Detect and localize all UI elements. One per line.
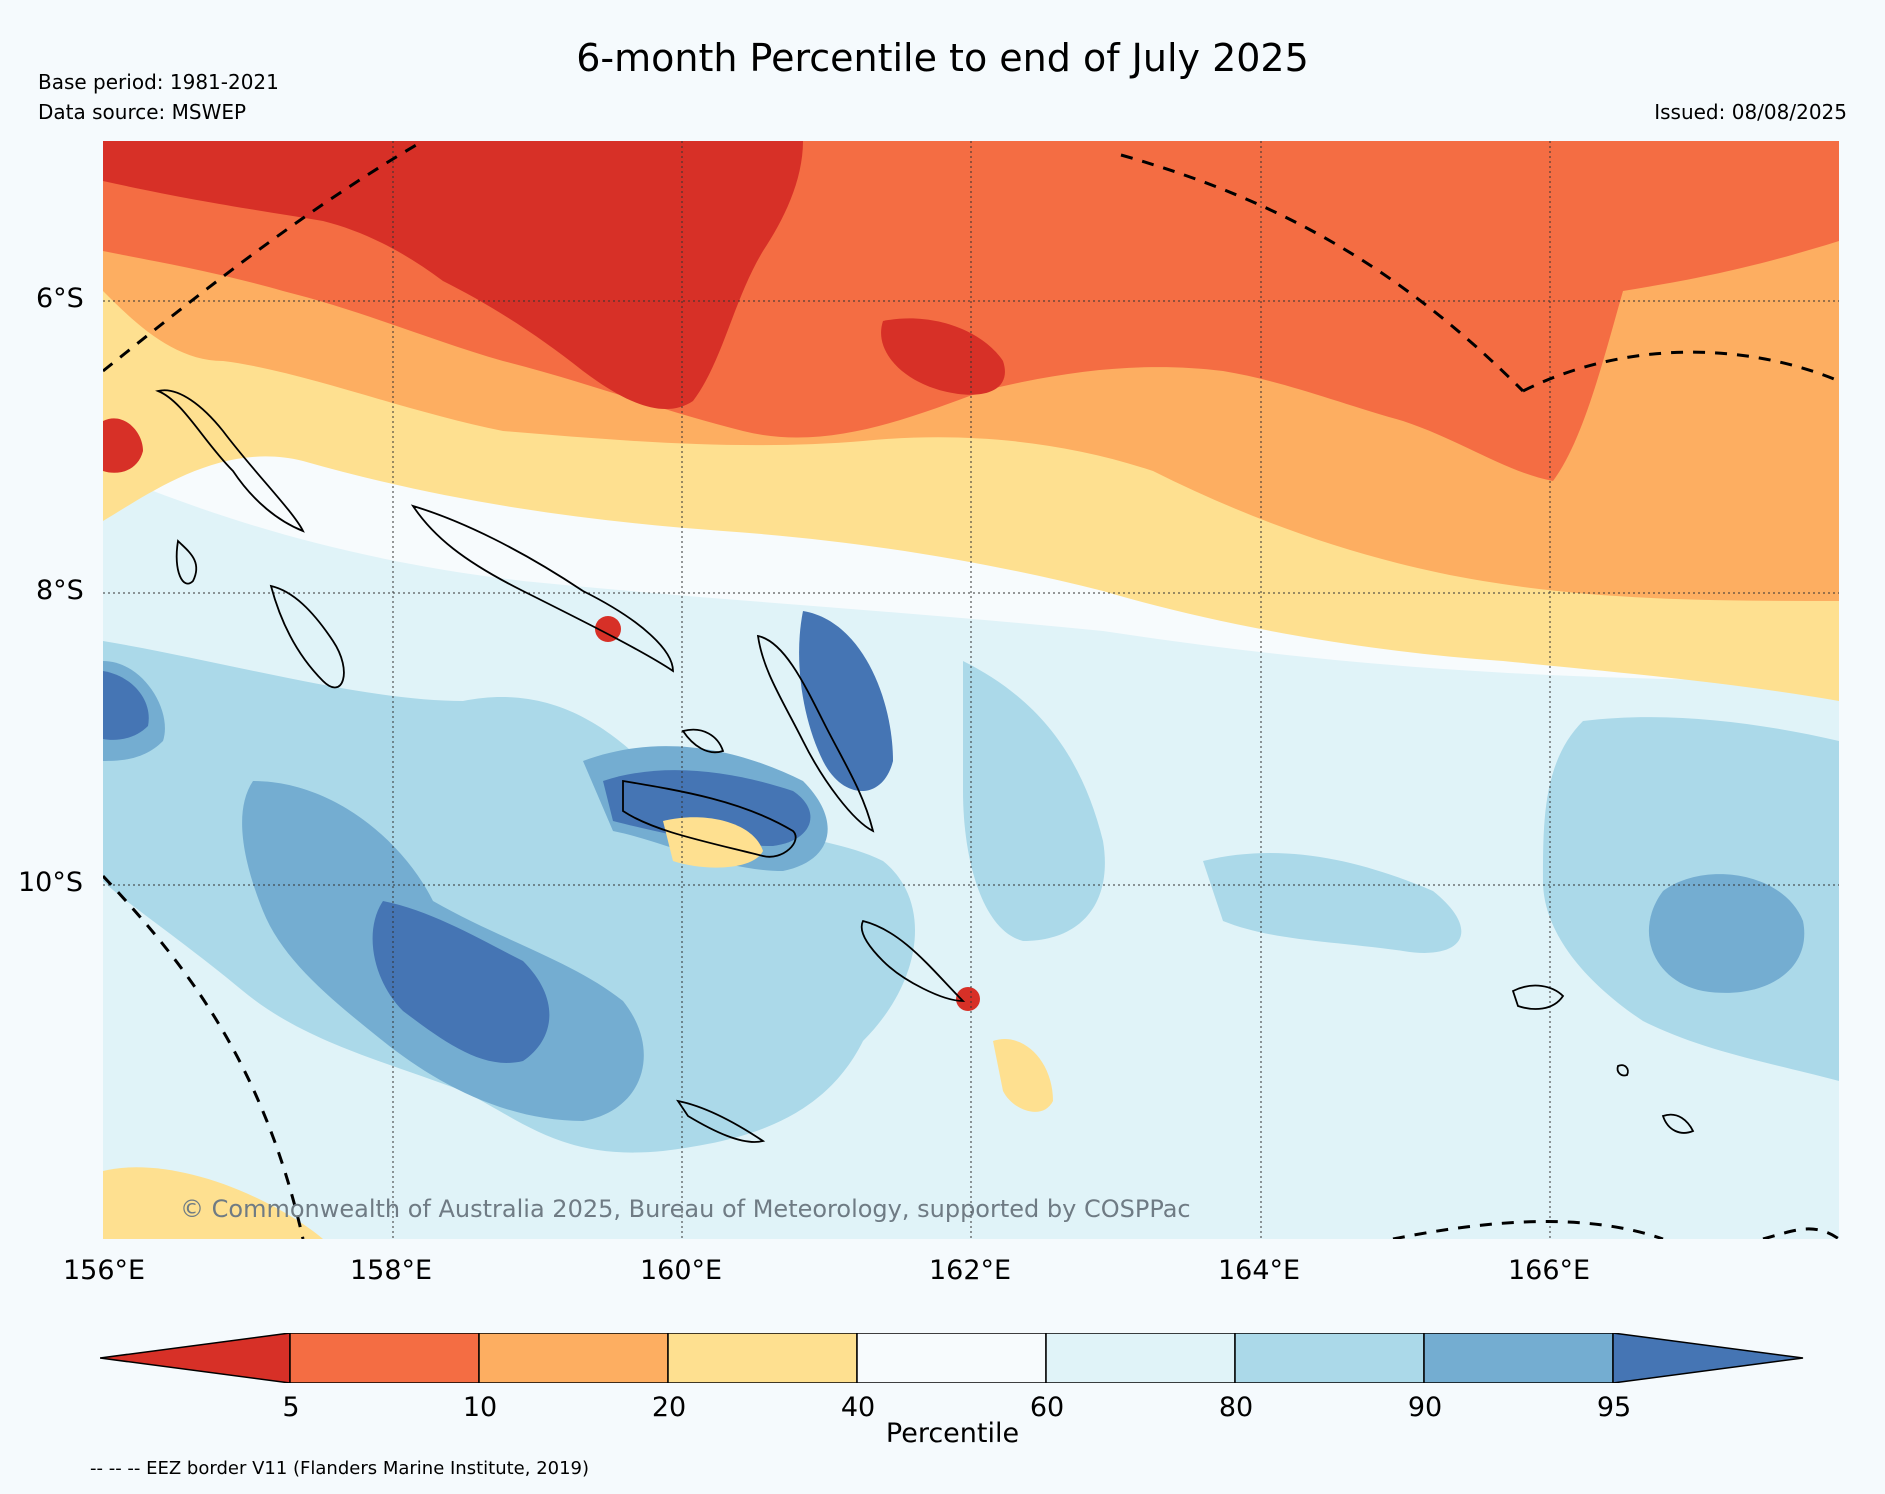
colorbar-tick-80: 80 [1218,1392,1254,1423]
map-title: 6-month Percentile to end of July 2025 [576,36,1309,80]
lat-label-8s: 8°S [36,575,84,606]
gridlines [103,141,1839,1239]
zone-lt5-center [881,318,1005,395]
zone-lt5-spot-2 [956,987,980,1011]
colorbar-seg-gt95 [1612,1332,1804,1384]
zone-80-90-mid-east [1203,852,1462,953]
lat-label-6s: 6°S [36,283,84,314]
colorbar-tick-20: 20 [651,1392,687,1423]
lon-label-162e: 162°E [929,1255,1012,1286]
lon-label-160e: 160°E [640,1255,723,1286]
eez-borders [103,141,1839,1239]
colorbar-seg-10-20 [478,1332,669,1384]
colorbar-tick-5: 5 [282,1392,300,1423]
zone-lt5-north [103,141,803,410]
base-period: Base period: 1981-2021 [38,70,279,94]
zone-gt95-4 [103,671,149,740]
zone-lt5-left-island [103,418,143,473]
zone-gt95-1 [372,901,550,1063]
colorbar-tick-10: 10 [462,1392,498,1423]
zone-80-90-west [103,641,916,1153]
colorbar-seg-60-80 [1045,1332,1236,1384]
copyright-notice: © Commonwealth of Australia 2025, Bureau… [180,1195,1191,1223]
zone-20-40-south-2 [993,1039,1053,1112]
issued-date: Issued: 08/08/2025 [1654,100,1847,124]
colorbar-seg-lt5 [99,1332,291,1384]
colorbar-tick-60: 60 [1029,1392,1065,1423]
zone-gt95-3 [799,611,893,791]
colorbar [99,1332,1805,1384]
lat-label-10s: 10°S [18,867,83,898]
lon-label-158e: 158°E [350,1255,433,1286]
lon-label-166e: 166°E [1508,1255,1591,1286]
data-source: Data source: MSWEP [38,100,247,124]
percentile-map [103,141,1839,1239]
zone-90-95-east [1648,874,1805,993]
colorbar-seg-5-10 [289,1332,480,1384]
colorbar-tick-40: 40 [840,1392,876,1423]
island-outlines [155,389,1695,1143]
zone-lt5-spot-1 [595,616,621,642]
zone-20-40-south-1 [663,817,763,868]
zone-80-90-central [963,661,1105,941]
lon-label-164e: 164°E [1218,1255,1301,1286]
colorbar-tick-95: 95 [1596,1392,1632,1423]
colorbar-label: Percentile [885,1418,1020,1449]
lon-label-156e: 156°E [63,1255,146,1286]
colorbar-tick-90: 90 [1407,1392,1443,1423]
colorbar-seg-90-95 [1423,1332,1614,1384]
colorbar-seg-80-90 [1234,1332,1425,1384]
colorbar-seg-20-40 [667,1332,858,1384]
colorbar-seg-40-60 [856,1332,1047,1384]
zone-20-40-south-3 [103,1167,323,1239]
eez-footnote: -- -- -- EEZ border V11 (Flanders Marine… [90,1458,590,1479]
